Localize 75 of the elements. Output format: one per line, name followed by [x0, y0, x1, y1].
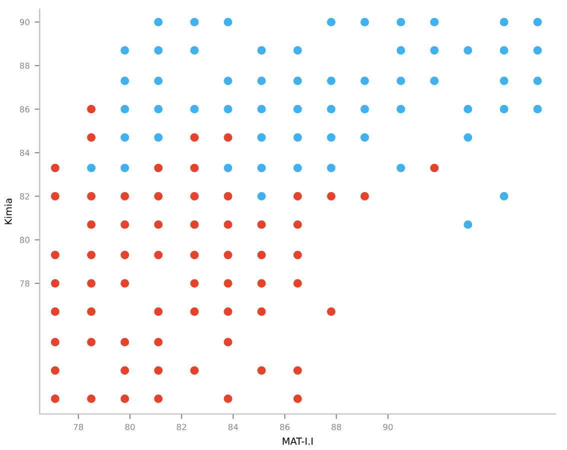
point	[256, 162, 267, 174]
point	[256, 76, 267, 86]
point	[222, 104, 234, 114]
point	[498, 76, 510, 86]
point	[360, 16, 370, 28]
point	[532, 16, 543, 28]
y-tick-label: 80	[20, 236, 30, 244]
point	[189, 45, 200, 56]
point	[429, 45, 440, 56]
x-tick-label: 80	[125, 424, 135, 430]
point	[462, 132, 474, 143]
y-axis-title: Kimia	[4, 198, 12, 224]
point	[292, 132, 303, 143]
y-tick-label: 88	[20, 62, 30, 69]
point	[326, 76, 336, 86]
point	[292, 162, 303, 174]
x-tick-label: 82	[176, 424, 186, 430]
point	[153, 76, 164, 86]
point	[120, 162, 130, 174]
point	[462, 219, 474, 230]
y-tick-label: 82	[20, 193, 30, 200]
point	[498, 16, 510, 28]
y-tick-label: 78	[20, 280, 30, 287]
point	[498, 45, 510, 56]
point	[462, 104, 474, 114]
point	[120, 45, 130, 56]
y-tick-label: 86	[20, 106, 30, 112]
x-tick-label: 78	[74, 424, 84, 430]
point	[222, 76, 234, 86]
point	[498, 104, 510, 114]
point	[326, 16, 336, 28]
point	[429, 16, 440, 28]
point	[326, 162, 336, 174]
point	[256, 132, 267, 143]
x-tick-label: 84	[228, 424, 238, 430]
x-axis-title: MAT-I.I	[282, 438, 313, 445]
point	[292, 45, 303, 56]
point	[396, 76, 406, 86]
point	[326, 104, 336, 114]
point	[86, 162, 96, 174]
y-tick-label: 84	[20, 150, 30, 156]
point	[189, 104, 200, 114]
point	[396, 45, 406, 56]
point	[153, 16, 164, 28]
x-tick-label: 86	[280, 424, 290, 430]
point	[292, 104, 303, 114]
point	[360, 104, 370, 114]
point	[360, 76, 370, 86]
point	[396, 162, 406, 174]
x-tick-label: 88	[332, 424, 342, 430]
point	[360, 132, 370, 143]
point	[222, 16, 234, 28]
point	[396, 16, 406, 28]
point	[326, 132, 336, 143]
y-tick-label: 90	[20, 19, 30, 26]
point	[532, 76, 543, 86]
x-tick-label: 90	[383, 424, 393, 430]
point	[153, 132, 164, 143]
point	[120, 104, 130, 114]
point	[532, 104, 543, 114]
point	[462, 45, 474, 56]
point	[222, 162, 234, 174]
point	[532, 45, 543, 56]
point	[120, 76, 130, 86]
point	[256, 191, 267, 202]
point	[153, 45, 164, 56]
point	[256, 45, 267, 56]
point	[292, 76, 303, 86]
point	[498, 191, 510, 202]
point	[396, 104, 406, 114]
point	[429, 76, 440, 86]
point	[189, 16, 200, 28]
point	[153, 104, 164, 114]
point	[256, 104, 267, 114]
point	[120, 132, 130, 143]
